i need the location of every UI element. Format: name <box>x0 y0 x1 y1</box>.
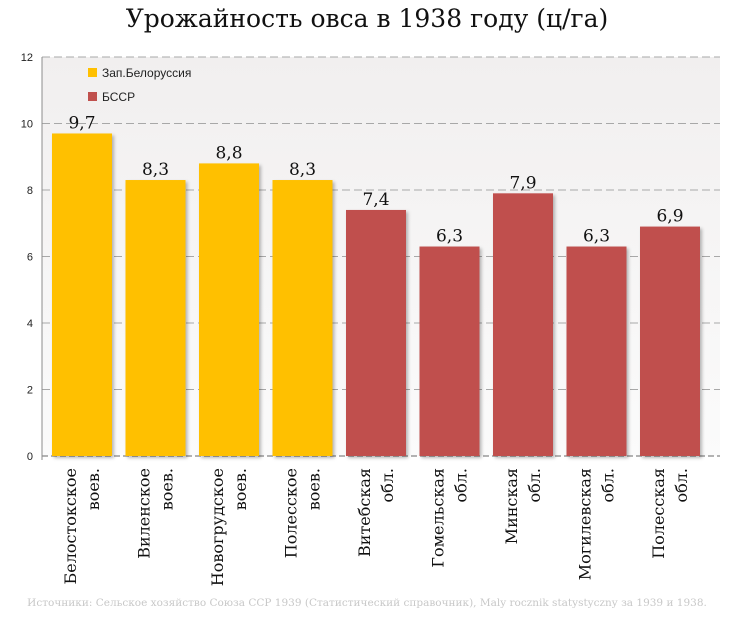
x-tick-label-line: обл. <box>378 468 397 503</box>
y-tick-label: 4 <box>27 318 33 330</box>
x-tick-label-line: Новогрудское <box>208 468 227 586</box>
source-note: Источники: Сельское хозяйство Союза ССР … <box>27 597 707 609</box>
data-label: 6,3 <box>436 227 463 247</box>
legend: Зап.Белоруссия БССР <box>88 66 191 104</box>
bars <box>52 133 700 456</box>
bar <box>419 246 480 456</box>
y-axis-ticks: 0 2 4 6 8 10 12 <box>21 52 43 463</box>
x-tick-label-line: обл. <box>672 468 691 503</box>
x-tick-label-line: обл. <box>525 468 544 503</box>
legend-swatch <box>88 68 97 77</box>
data-label: 7,4 <box>362 190 389 210</box>
y-tick-label: 12 <box>21 52 33 64</box>
x-tick-label: Новогрудское воев. <box>208 468 250 586</box>
bar <box>640 226 700 456</box>
x-tick-label: Могилевская обл. <box>576 468 618 580</box>
x-tick-label-line: Виленское <box>135 468 154 559</box>
value-labels: 9,7 8,3 8,8 8,3 7,4 6,3 7,9 6,3 6,9 <box>68 113 683 246</box>
x-tick-label: Минская обл. <box>502 468 544 544</box>
x-tick-label: Полесская обл. <box>649 468 691 559</box>
data-label: 8,3 <box>142 160 169 180</box>
data-label: 8,3 <box>289 160 316 180</box>
y-tick-label: 2 <box>27 385 33 397</box>
legend-label: Зап.Белоруссия <box>102 66 191 80</box>
x-tick-label: Витебская обл. <box>355 468 397 557</box>
bar <box>493 193 553 456</box>
data-label: 7,9 <box>509 173 536 193</box>
chart-title: Урожайность овса в 1938 году (ц/га) <box>125 4 609 33</box>
bar <box>125 180 186 456</box>
x-tick-label-line: воев. <box>305 468 324 510</box>
x-tick-label-line: воев. <box>158 468 177 510</box>
x-tick-label: Белостокское воев. <box>61 468 103 585</box>
x-tick-label-line: Минская <box>502 468 521 544</box>
x-tick-label-line: Могилевская <box>576 468 595 580</box>
x-tick-label-line: Витебская <box>355 468 374 557</box>
legend-swatch <box>88 92 97 101</box>
bar <box>199 163 259 456</box>
x-tick-label-line: воев. <box>231 468 250 510</box>
y-tick-label: 0 <box>27 451 33 463</box>
data-label: 6,3 <box>583 227 610 247</box>
bar <box>52 133 112 456</box>
bar <box>346 209 406 456</box>
x-tick-label-line: обл. <box>599 468 618 503</box>
bar <box>272 180 333 456</box>
x-tick-label-line: Полесская <box>649 468 668 559</box>
y-tick-label: 6 <box>27 252 33 264</box>
data-label: 9,7 <box>68 113 95 133</box>
data-label: 8,8 <box>215 143 242 163</box>
x-tick-label-line: Полесское <box>282 468 301 558</box>
x-tick-label: Полесское воев. <box>282 468 324 558</box>
y-tick-label: 8 <box>27 185 33 197</box>
x-axis-ticks: Белостокское воев. Виленское воев. Новогрудс… <box>61 468 691 586</box>
legend-label: БССР <box>102 90 135 104</box>
x-tick-label-line: Гомельская <box>429 468 448 568</box>
x-tick-label: Виленское воев. <box>135 468 177 559</box>
x-tick-label: Гомельская обл. <box>429 468 471 568</box>
x-tick-label-line: воев. <box>84 468 103 510</box>
x-tick-label-line: Белостокское <box>61 468 80 585</box>
x-tick-label-line: обл. <box>452 468 471 503</box>
data-label: 6,9 <box>656 207 683 227</box>
y-tick-label: 10 <box>21 119 33 131</box>
bar <box>566 246 627 456</box>
